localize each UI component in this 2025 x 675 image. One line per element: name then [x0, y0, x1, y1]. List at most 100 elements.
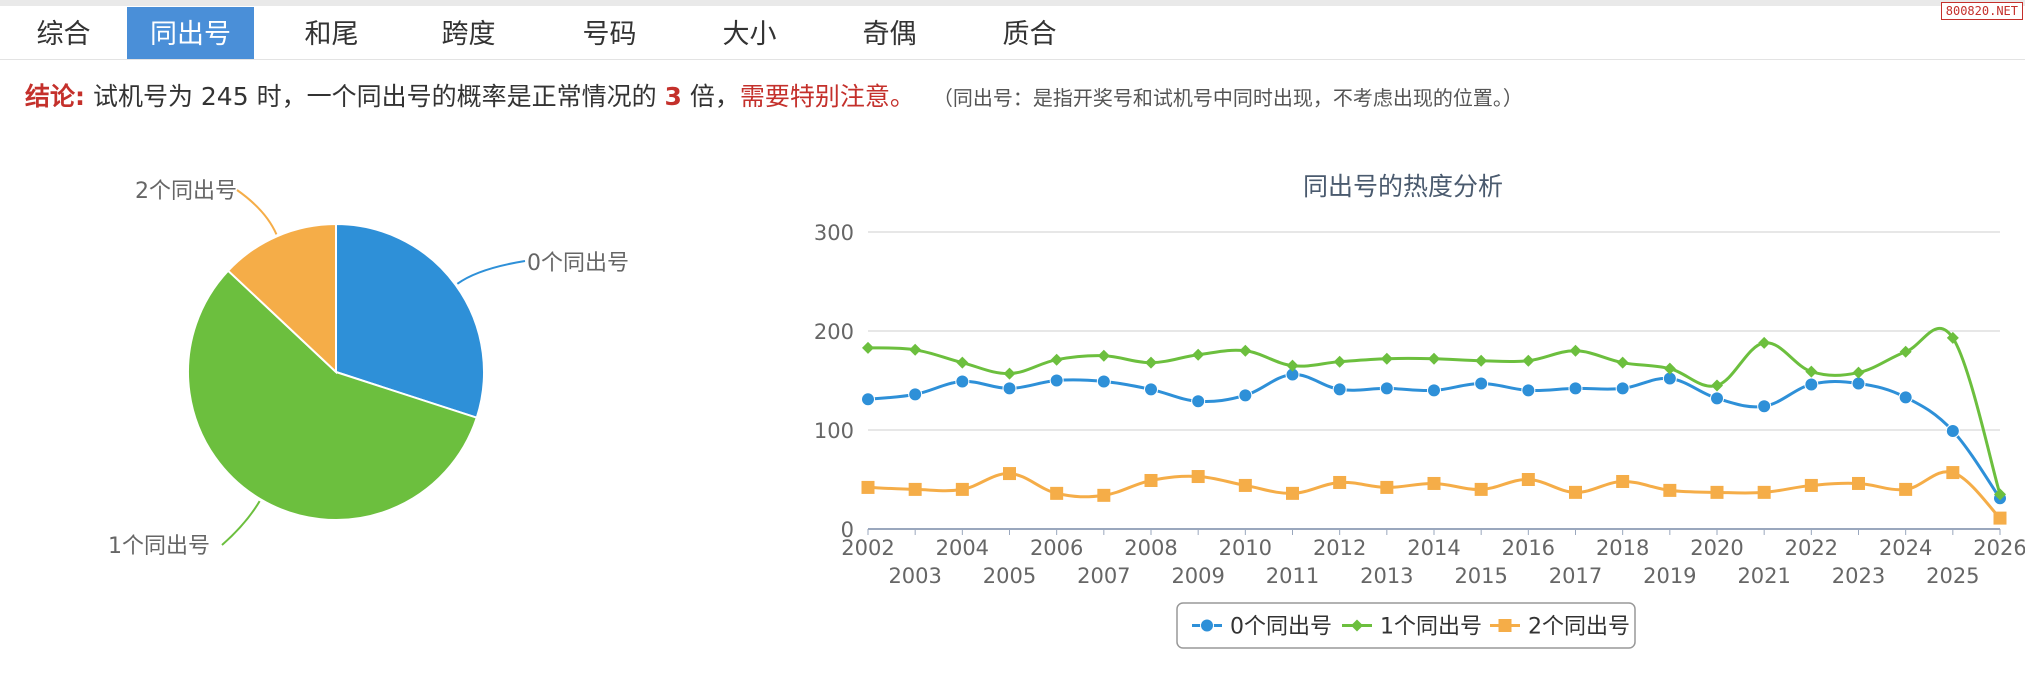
- pie-slice-0: [335, 222, 485, 419]
- legend-label-0: 0个同出号: [1230, 615, 1332, 640]
- tab-7[interactable]: 质合: [1002, 19, 1057, 50]
- point-0-2004: [955, 374, 970, 389]
- tab-5[interactable]: 大小: [722, 19, 777, 50]
- point-2-2019: [1663, 483, 1677, 497]
- point-0-2018: [1615, 381, 1630, 396]
- point-1-2022: [1805, 365, 1818, 378]
- point-1-2009: [1192, 348, 1205, 361]
- tab-4[interactable]: 号码: [582, 19, 637, 50]
- point-2-2017: [1569, 485, 1582, 499]
- x-tick-2006: 2006: [1030, 536, 1083, 560]
- point-0-2006: [1049, 373, 1064, 388]
- conclusion-text: 试机号为 245 时，一个同出号的概率是正常情况的: [92, 82, 657, 111]
- point-2-2018: [1616, 474, 1630, 488]
- point-2-2016: [1521, 473, 1535, 486]
- point-2-2021: [1757, 485, 1771, 499]
- point-1-2023: [1852, 366, 1865, 379]
- point-1-2003: [909, 343, 922, 356]
- pie-label-2: 2个同出号: [135, 179, 237, 204]
- x-tick-2012: 2012: [1313, 536, 1366, 560]
- point-1-2010: [1239, 344, 1252, 357]
- pie-label-0: 0个同出号: [527, 251, 629, 276]
- point-1-2024: [1899, 345, 1912, 358]
- tab-bar: 综合 同出号 和尾 跨度 号码 大小 奇偶 质合: [0, 7, 2025, 60]
- point-2-2004: [955, 482, 969, 496]
- point-0-2024: [1898, 390, 1913, 405]
- x-tick-2014: 2014: [1407, 536, 1460, 560]
- conclusion-warning: 需要特别注意。: [739, 82, 915, 111]
- point-1-2017: [1569, 344, 1582, 357]
- legend-label-2: 2个同出号: [1528, 615, 1630, 640]
- point-1-2012: [1333, 355, 1346, 368]
- pie-leader-1: [221, 500, 261, 546]
- point-1-2025: [1946, 331, 1959, 344]
- tab-6[interactable]: 奇偶: [862, 19, 917, 50]
- point-2-2011: [1286, 486, 1299, 500]
- point-2-2014: [1427, 476, 1441, 490]
- point-1-2007: [1097, 349, 1110, 362]
- point-1-2021: [1758, 336, 1771, 349]
- x-tick-2023: 2023: [1832, 564, 1885, 588]
- point-0-2022: [1804, 377, 1819, 392]
- point-0-2003: [908, 387, 923, 402]
- point-2-2025: [1946, 466, 1960, 480]
- x-tick-2018: 2018: [1596, 536, 1649, 560]
- point-0-2017: [1568, 381, 1583, 396]
- point-1-2008: [1145, 356, 1157, 369]
- conclusion-text-after: 倍，: [689, 82, 740, 111]
- point-2-2022: [1804, 478, 1818, 492]
- pie-slice-1: [187, 269, 479, 521]
- x-tick-2002: 2002: [841, 536, 894, 560]
- line-chart-title: 同出号的热度分析: [1303, 172, 1503, 201]
- point-1-2016: [1522, 354, 1535, 367]
- point-1-2011: [1286, 359, 1299, 372]
- point-2-2015: [1474, 482, 1488, 496]
- tab-0[interactable]: 综合: [36, 19, 91, 50]
- point-2-2024: [1899, 482, 1913, 496]
- point-2-2012: [1333, 475, 1347, 489]
- x-tick-2013: 2013: [1360, 564, 1413, 588]
- point-1-2002: [862, 341, 874, 354]
- site-watermark: 800820.NET: [1940, 2, 2023, 20]
- point-2-2013: [1380, 480, 1394, 494]
- point-1-2015: [1475, 354, 1488, 367]
- point-0-2020: [1710, 391, 1724, 406]
- point-1-2019: [1663, 362, 1676, 375]
- point-0-2007: [1096, 374, 1111, 389]
- point-2-2009: [1191, 470, 1205, 484]
- point-0-2016: [1521, 383, 1536, 398]
- legend-marker-2: [1498, 619, 1512, 632]
- point-0-2005: [1002, 381, 1017, 396]
- conclusion-multiple: 3: [664, 82, 682, 111]
- point-0-2021: [1757, 399, 1772, 414]
- x-tick-2015: 2015: [1454, 564, 1507, 588]
- tab-2[interactable]: 和尾: [304, 19, 359, 50]
- conclusion-label: 结论:: [25, 82, 85, 111]
- point-0-2010: [1238, 388, 1253, 403]
- x-tick-2011: 2011: [1266, 564, 1319, 588]
- legend-label-1: 1个同出号: [1380, 615, 1482, 640]
- tab-1[interactable]: 同出号: [127, 7, 254, 59]
- y-tick-300: 300: [814, 221, 854, 245]
- point-0-2013: [1379, 381, 1394, 396]
- point-2-2005: [1003, 467, 1016, 481]
- pie-leader-0: [456, 260, 526, 285]
- x-tick-2022: 2022: [1785, 536, 1838, 560]
- x-tick-2020: 2020: [1690, 536, 1743, 560]
- conclusion-note: （同出号：是指开奖号和试机号中同时出现，不考虑出现的位置。）: [932, 86, 1523, 110]
- tab-3[interactable]: 跨度: [441, 19, 496, 50]
- point-2-2003: [908, 482, 922, 496]
- top-border: [0, 0, 2025, 6]
- point-0-2014: [1427, 383, 1441, 398]
- x-tick-2019: 2019: [1643, 564, 1696, 588]
- point-1-2018: [1616, 356, 1629, 369]
- point-1-2026: [1994, 488, 2006, 501]
- y-tick-200: 200: [814, 320, 854, 344]
- pie-label-1: 1个同出号: [108, 534, 210, 559]
- x-tick-2017: 2017: [1549, 564, 1602, 588]
- point-0-2008: [1144, 382, 1158, 397]
- point-0-2015: [1474, 376, 1489, 391]
- point-2-2026: [1993, 511, 2007, 525]
- point-2-2002: [861, 480, 875, 494]
- point-2-2010: [1238, 478, 1252, 492]
